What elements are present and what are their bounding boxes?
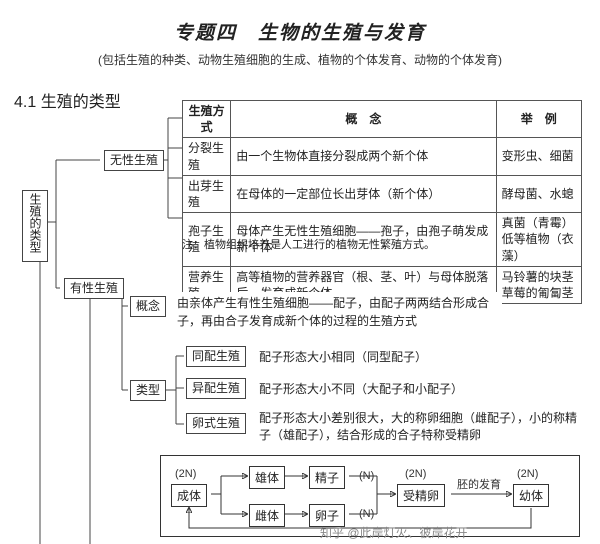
isogamy-text: 配子形态大小相同（同型配子） xyxy=(254,348,432,367)
cycle-female: 雌体 xyxy=(249,504,285,527)
cycle-adult: 成体 xyxy=(171,484,207,507)
watermark-text: 知乎 @此岸灯火、彼岸花开 xyxy=(320,524,468,541)
th-concept: 概 念 xyxy=(231,101,496,138)
th-method: 生殖方式 xyxy=(183,101,231,138)
node-sexual: 有性生殖 xyxy=(64,278,124,299)
node-anisogamy: 异配生殖 xyxy=(186,378,246,399)
table-footnote: 注：植物组织培养是人工进行的植物无性繁殖方式。 xyxy=(182,236,582,252)
cycle-zygote: 受精卵 xyxy=(397,484,445,507)
label-diploid-3: (2N) xyxy=(517,468,538,480)
asexual-reproduction-table: 生殖方式 概 念 举 例 分裂生殖 由一个生物体直接分裂成两个新个体 变形虫、细… xyxy=(182,100,582,304)
topic-subtitle: (包括生殖的种类、动物生殖细胞的生成、植物的个体发育、动物的个体发育) xyxy=(0,45,600,68)
section-number: 4.1 生殖的类型 xyxy=(14,88,121,112)
concept-description: 由亲体产生有性生殖细胞——配子，由配子两两结合形成合子，再由合子发育成新个体的过… xyxy=(172,292,502,332)
node-root: 生殖的类型 xyxy=(22,190,48,262)
cycle-juvenile: 幼体 xyxy=(513,484,549,507)
table-row: 出芽生殖 在母体的一定部位长出芽体（新个体） 酵母菌、水螅 xyxy=(183,175,582,212)
node-oogamy: 卵式生殖 xyxy=(186,413,246,434)
label-embryo-dev: 胚的发育 xyxy=(457,476,501,492)
node-isogamy: 同配生殖 xyxy=(186,346,246,367)
label-haploid-1: (N) xyxy=(359,470,374,482)
topic-title: 专题四 生物的生殖与发育 xyxy=(0,0,600,45)
label-diploid-2: (2N) xyxy=(405,468,426,480)
cycle-sperm: 精子 xyxy=(309,466,345,489)
th-example: 举 例 xyxy=(496,101,581,138)
table-row: 分裂生殖 由一个生物体直接分裂成两个新个体 变形虫、细菌 xyxy=(183,138,582,175)
label-haploid-2: (N) xyxy=(359,508,374,520)
node-asexual: 无性生殖 xyxy=(104,150,164,171)
label-diploid-1: (2N) xyxy=(175,468,196,480)
oogamy-text: 配子形态大小差别很大，大的称卵细胞（雌配子），小的称精子（雄配子），结合形成的合… xyxy=(254,408,584,446)
node-concept: 概念 xyxy=(130,296,166,317)
node-types: 类型 xyxy=(130,380,166,401)
anisogamy-text: 配子形态大小不同（大配子和小配子） xyxy=(254,380,468,399)
cycle-male: 雄体 xyxy=(249,466,285,489)
